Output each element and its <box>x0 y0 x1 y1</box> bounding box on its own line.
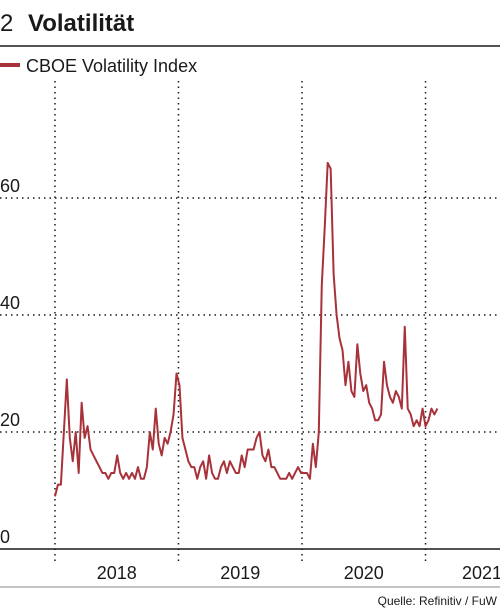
y-tick-label: 60 <box>0 176 20 196</box>
y-tick-label: 20 <box>0 410 20 430</box>
source: Quelle: Refinitiv / FuW <box>378 594 498 608</box>
legend-label: CBOE Volatility Index <box>26 56 197 76</box>
x-tick-label: 2018 <box>97 563 137 583</box>
y-tick-label: 0 <box>0 527 10 547</box>
x-tick-label: 2019 <box>220 563 260 583</box>
series-line <box>54 161 439 497</box>
chart-title: Volatilität <box>28 10 134 37</box>
x-tick-label: 2020 <box>344 563 384 583</box>
chart-number: 2 <box>0 10 13 37</box>
y-tick-label: 40 <box>0 293 20 313</box>
x-tick-label: 2021 <box>462 563 500 583</box>
